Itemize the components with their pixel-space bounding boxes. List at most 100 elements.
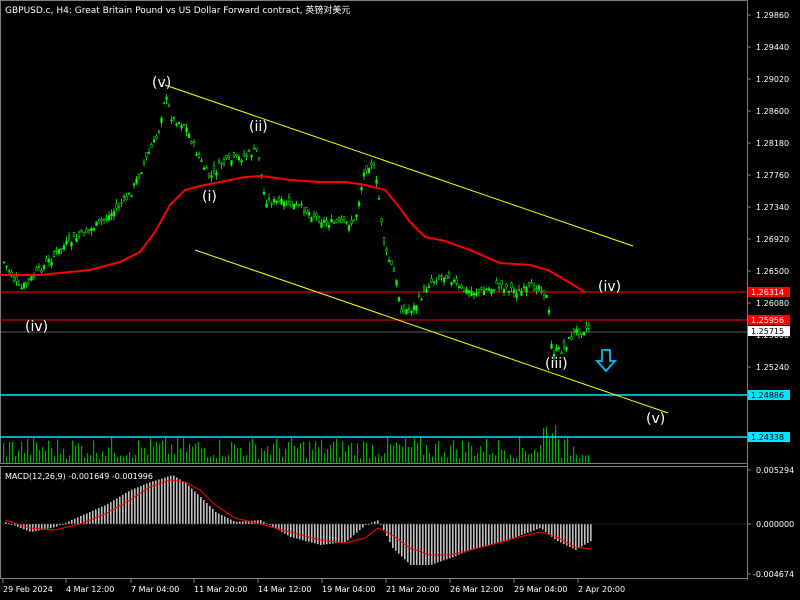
candle-body (252, 147, 256, 150)
main-pane[interactable] (0, 0, 748, 464)
candle-body (482, 290, 486, 296)
candle-body (477, 289, 481, 293)
candle-body (265, 203, 268, 208)
macd-bar (11, 524, 13, 525)
price-tag-cyan-upper: 1.24886 (748, 390, 790, 400)
candle-body (442, 277, 446, 283)
macd-bar (89, 512, 91, 524)
volume-bar (546, 426, 548, 463)
candle-body (302, 210, 306, 214)
candle-body (297, 204, 301, 206)
volume-bar (585, 455, 587, 463)
candle-body (27, 278, 31, 281)
volume-bar (396, 442, 398, 463)
volume-bar (306, 458, 308, 463)
macd-bar (473, 524, 475, 550)
candle-body (312, 214, 316, 218)
candle-body (495, 280, 498, 284)
candle-body (237, 156, 241, 161)
price-tick: 1.28600 (747, 107, 789, 116)
macd-bar (521, 524, 523, 535)
macd-bar (224, 516, 226, 524)
macd-bar (323, 524, 325, 545)
candle-body (155, 135, 158, 139)
candle-body (572, 328, 576, 332)
macd-bar (50, 524, 52, 528)
candle-body (40, 270, 43, 273)
macd-bar (107, 503, 109, 524)
macd-bar (488, 524, 490, 546)
macd-bar (239, 521, 241, 524)
volume-bar (171, 444, 173, 463)
candle-body (570, 336, 573, 340)
macd-bar (407, 524, 409, 563)
volume-bar (525, 450, 527, 463)
candle-body (257, 156, 261, 160)
volume-bar (318, 446, 320, 463)
candle-body (65, 240, 68, 245)
candle-body (492, 289, 496, 292)
macd-bar (191, 488, 193, 524)
candle-body (100, 219, 103, 222)
macd-bar (269, 524, 271, 526)
volume-bar (57, 439, 59, 463)
macd-bar (227, 518, 229, 524)
volume-bar (369, 458, 371, 463)
channel-line-lower[interactable] (194, 249, 669, 414)
candle-body (527, 282, 531, 286)
candle-body (582, 332, 586, 336)
price-tick: 1.28180 (747, 139, 789, 148)
volume-bar (495, 455, 497, 463)
volume-bar (405, 438, 407, 463)
volume-bar (411, 446, 413, 463)
candle-body (547, 310, 551, 314)
candle-body (417, 294, 421, 297)
candle-body (327, 224, 331, 228)
macd-bar (155, 480, 157, 524)
svg-text:-0.004674: -0.004674 (753, 570, 794, 579)
macd-bar (59, 524, 61, 526)
svg-text:1.24338: 1.24338 (751, 433, 784, 442)
svg-text:7 Mar 04:00: 7 Mar 04:00 (131, 585, 179, 594)
candlestick-series[interactable] (2, 94, 591, 362)
volume-bar (12, 441, 14, 463)
candle-body (467, 290, 471, 294)
volume-bar (537, 452, 539, 463)
macd-bar (185, 483, 187, 524)
price-tag-cyan-lower: 1.24338 (748, 432, 790, 442)
svg-text:1.24886: 1.24886 (751, 391, 784, 400)
macd-bar (416, 524, 418, 565)
volume-bar (330, 444, 332, 463)
candle-body (112, 211, 116, 217)
candle-body (432, 281, 436, 284)
time-axis[interactable]: 29 Feb 2024 4 Mar 12:00 7 Mar 04:00 11 M… (2, 579, 625, 594)
candle-body (97, 218, 101, 221)
candle-body (367, 168, 371, 174)
svg-text:14 Mar 12:00: 14 Mar 12:00 (258, 585, 311, 594)
candle-body (60, 248, 63, 250)
candle-body (190, 141, 193, 144)
macd-bar (347, 524, 349, 541)
candle-body (377, 198, 381, 200)
volume-bar (510, 454, 512, 463)
candle-body (400, 308, 403, 314)
candle-body (132, 183, 136, 186)
macd-bar (560, 524, 562, 543)
candle-body (15, 276, 18, 282)
macd-bar (152, 481, 154, 524)
channel-line-upper[interactable] (164, 84, 634, 247)
candle-body (487, 288, 491, 291)
macd-bar (371, 522, 373, 524)
macd-bar (5, 522, 7, 524)
candle-body (212, 165, 216, 171)
macd-bar (44, 524, 46, 530)
candle-body (85, 228, 88, 234)
candle-body (502, 289, 506, 293)
svg-text:29 Mar 04:00: 29 Mar 04:00 (514, 585, 567, 594)
volume-bar (336, 438, 338, 463)
candle-body (7, 270, 11, 272)
volume-bar (270, 454, 272, 463)
moving-average-line[interactable] (0, 174, 586, 293)
volume-bar (213, 454, 215, 463)
